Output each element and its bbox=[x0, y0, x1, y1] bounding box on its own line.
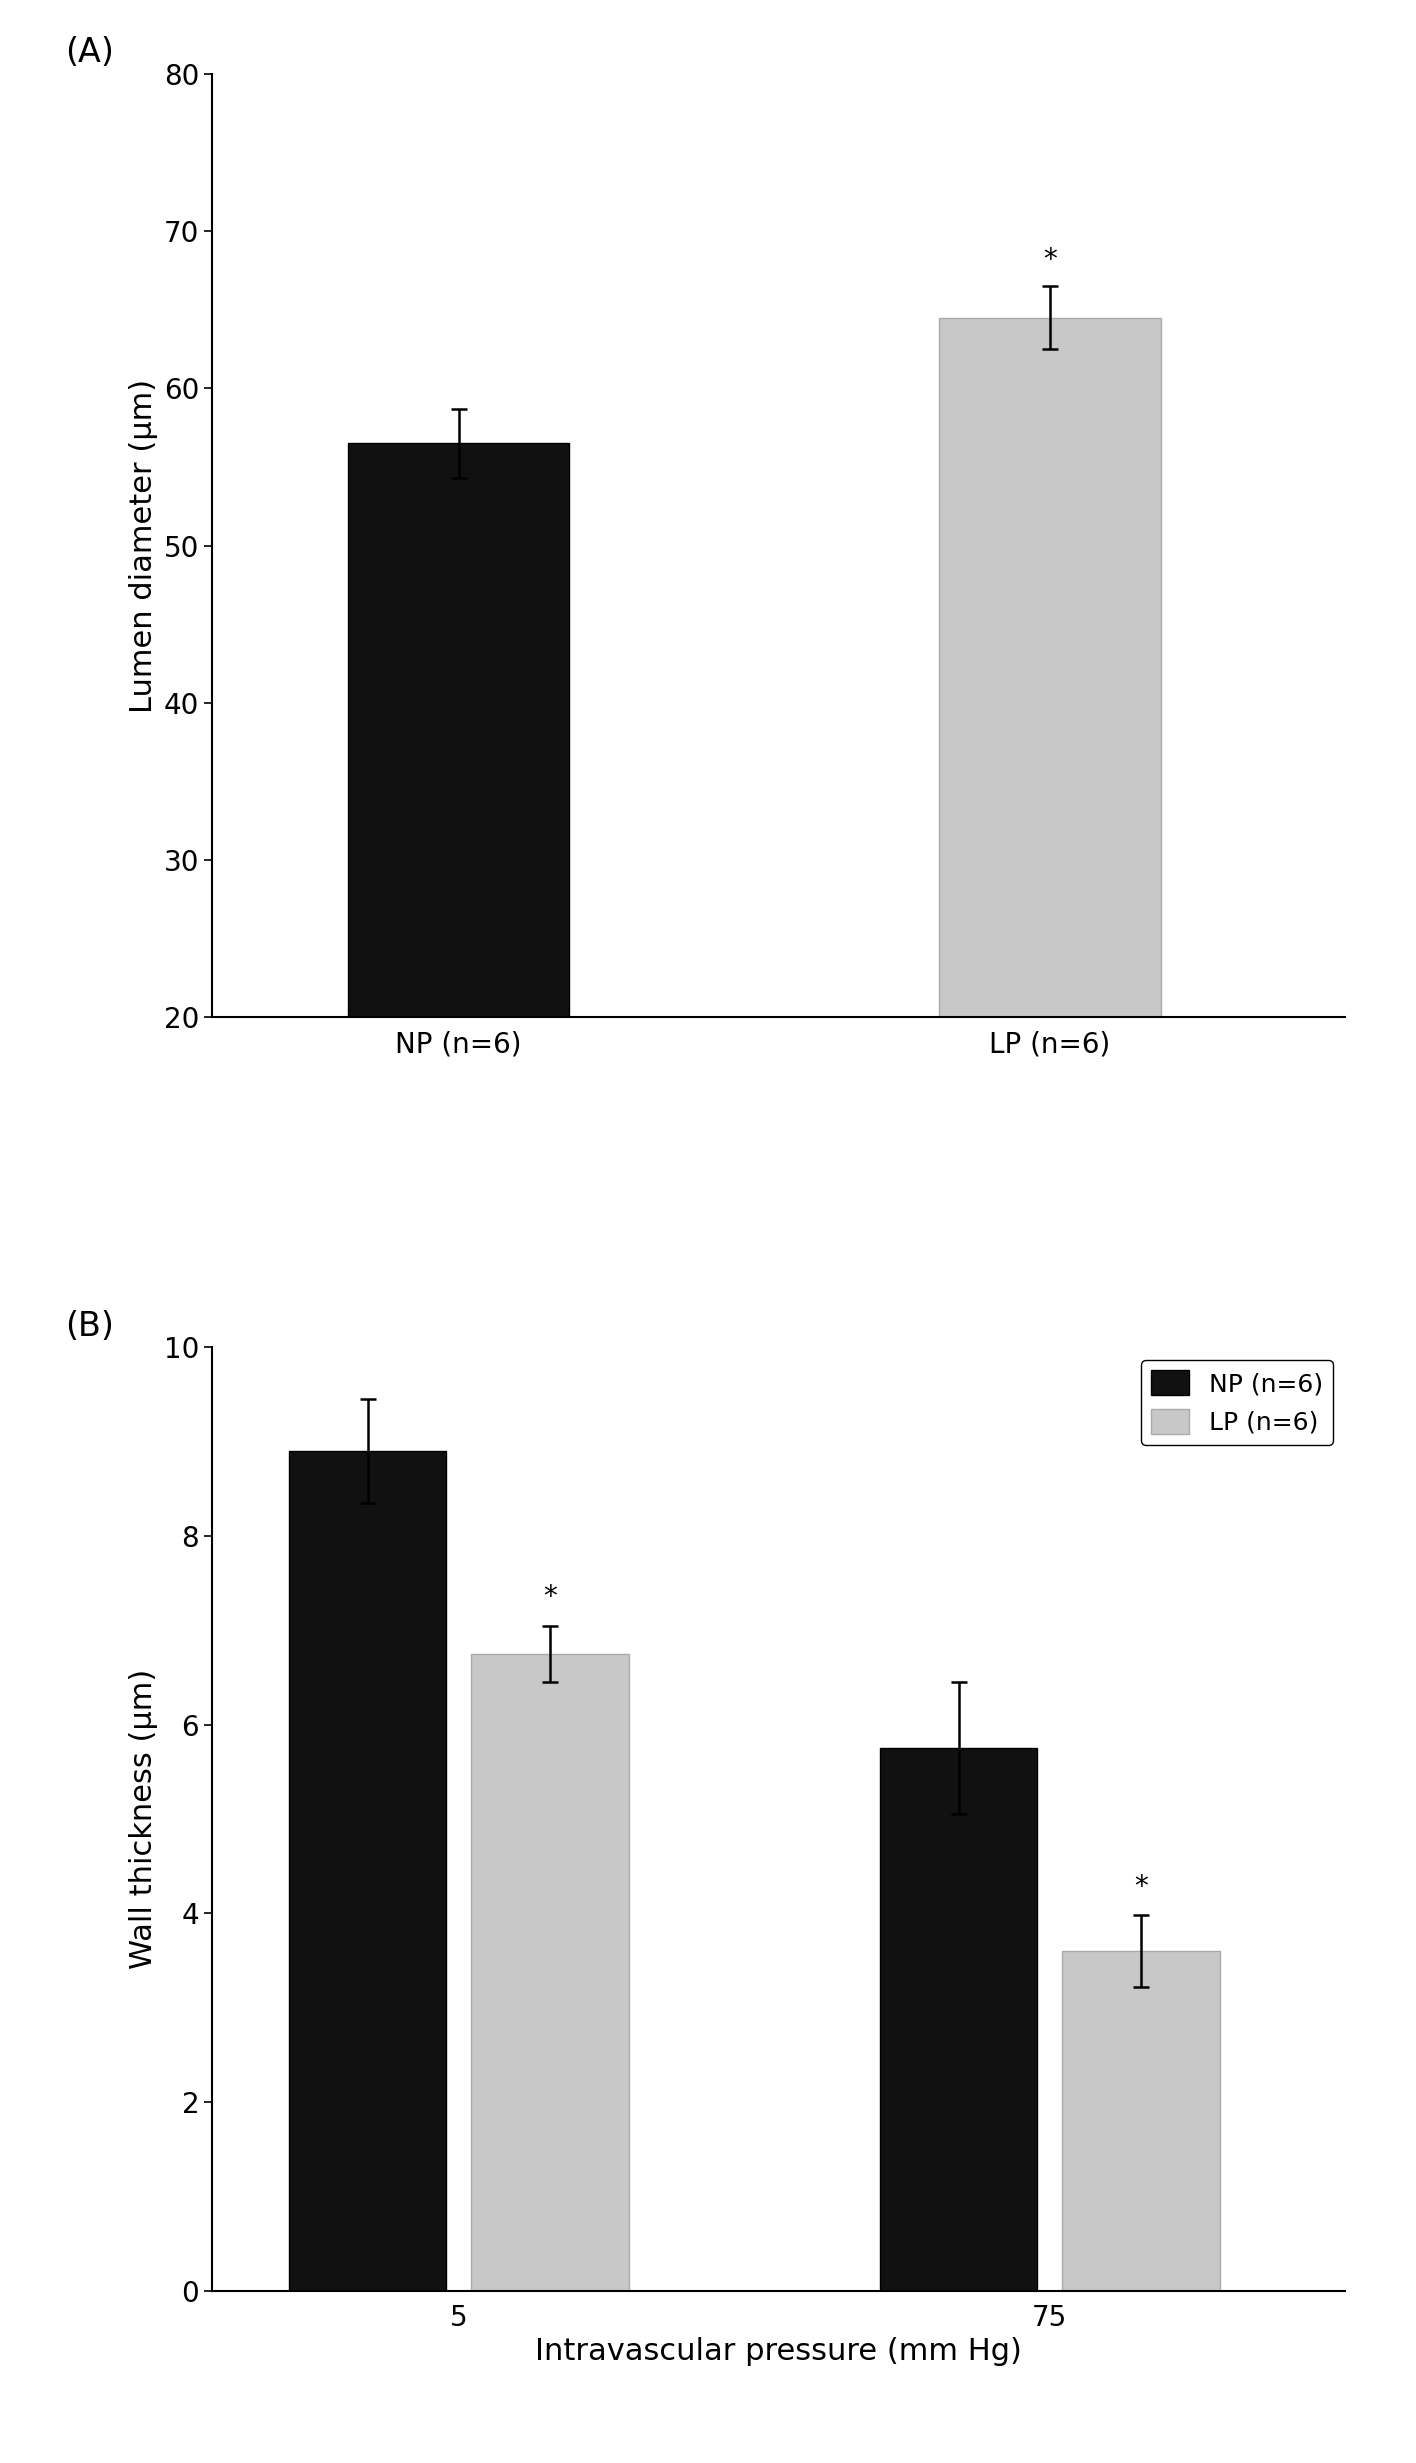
Bar bbox=[879, 1749, 1038, 2291]
Bar bbox=[472, 1653, 629, 2291]
Text: (B): (B) bbox=[65, 1310, 115, 1342]
Text: (A): (A) bbox=[65, 37, 115, 69]
Bar bbox=[348, 443, 569, 1332]
Text: *: * bbox=[1134, 1872, 1148, 1901]
Bar bbox=[939, 318, 1161, 1332]
Bar bbox=[289, 1451, 446, 2291]
Bar bbox=[1062, 1951, 1219, 2291]
Y-axis label: Wall thickness (μm): Wall thickness (μm) bbox=[129, 1670, 159, 1968]
Text: *: * bbox=[1042, 246, 1056, 273]
Y-axis label: Lumen diameter (μm): Lumen diameter (μm) bbox=[129, 379, 159, 712]
Legend: NP (n=6), LP (n=6): NP (n=6), LP (n=6) bbox=[1141, 1360, 1332, 1446]
X-axis label: Intravascular pressure (mm Hg): Intravascular pressure (mm Hg) bbox=[535, 2337, 1022, 2367]
Text: *: * bbox=[542, 1584, 556, 1611]
